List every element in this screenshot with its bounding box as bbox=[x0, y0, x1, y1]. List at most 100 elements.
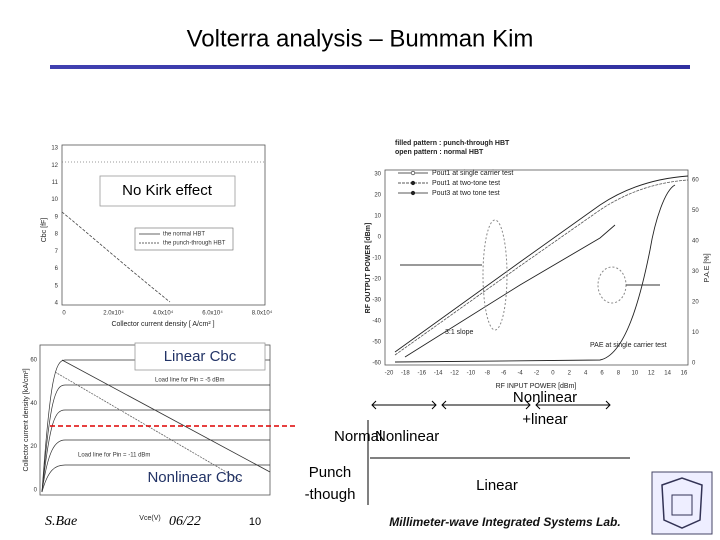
load-line bbox=[61, 359, 271, 473]
tick-label: -20 bbox=[372, 277, 381, 283]
curve bbox=[41, 384, 270, 493]
axis-box bbox=[61, 144, 266, 306]
curve bbox=[41, 359, 270, 493]
tick-label: 30 bbox=[374, 172, 381, 178]
tick-label: 12 bbox=[648, 371, 655, 377]
legend-text: Pout1 at two-tone test bbox=[432, 180, 500, 187]
tick-label: 16 bbox=[681, 371, 688, 377]
tick-label: 4 bbox=[584, 371, 588, 377]
region-label: Nonlinear bbox=[513, 389, 577, 406]
tick-label: 8.0x10⁴ bbox=[252, 310, 273, 317]
legend-marker bbox=[410, 170, 416, 176]
callout-box bbox=[134, 342, 266, 371]
tick-label: -2 bbox=[534, 371, 540, 377]
tick-label: 10 bbox=[631, 371, 638, 377]
legend-text: Pout3 at two tone test bbox=[432, 190, 500, 197]
tick-label: 40 bbox=[692, 239, 699, 245]
axis-box bbox=[384, 169, 689, 366]
curve bbox=[41, 464, 270, 493]
tick-label: 10 bbox=[51, 197, 58, 203]
callout: Linear Cbc bbox=[164, 348, 237, 365]
tick-label: 20 bbox=[692, 300, 699, 306]
region-label: Nonlinear bbox=[375, 428, 439, 445]
tick-label: 11 bbox=[52, 180, 59, 186]
region-arrows bbox=[367, 400, 630, 505]
tick-label: 20 bbox=[30, 444, 37, 450]
slide-title: Volterra analysis – Bumman Kim bbox=[187, 25, 534, 52]
tick-label: -10 bbox=[467, 371, 476, 377]
curve bbox=[41, 409, 270, 493]
tick-label: -30 bbox=[372, 298, 381, 304]
tick-label: 4 bbox=[55, 301, 59, 307]
region-label: Punch bbox=[309, 464, 352, 481]
tick-label: 30 bbox=[692, 269, 699, 275]
tick-label: 10 bbox=[374, 214, 381, 220]
annotation: PAE at single carrier test bbox=[590, 342, 667, 349]
tick-label: 6 bbox=[55, 266, 59, 272]
legend-box bbox=[134, 227, 234, 251]
tick-label: 10 bbox=[249, 516, 261, 528]
curve bbox=[404, 224, 616, 358]
tick-label: 14 bbox=[664, 371, 671, 377]
tick-label: 2.0x10⁴ bbox=[103, 310, 124, 317]
axis-label: Collector current density [ A/cm² ] bbox=[111, 321, 214, 328]
header: open pattern : normal HBT bbox=[395, 149, 484, 156]
footer-author: S.Bae bbox=[45, 514, 77, 529]
tick-label: 0 bbox=[692, 361, 696, 367]
tick-label: -12 bbox=[450, 371, 459, 377]
highlight bbox=[482, 219, 508, 331]
tick-label: 2 bbox=[568, 371, 572, 377]
tick-label: -18 bbox=[401, 371, 410, 377]
tick-label: 12 bbox=[51, 163, 58, 169]
axis-label: P.A.E [%] bbox=[704, 253, 711, 282]
tick-label: 4.0x10⁴ bbox=[153, 310, 174, 317]
tick-label: -4 bbox=[517, 371, 523, 377]
tick-label: -50 bbox=[372, 340, 381, 346]
tick-label: 0 bbox=[551, 371, 555, 377]
callout: No Kirk effect bbox=[122, 182, 213, 199]
tick-label: 8 bbox=[617, 371, 621, 377]
callout: Nonlinear Cbc bbox=[147, 469, 243, 486]
annotation: 3:1 slope bbox=[445, 329, 474, 336]
tick-label: 20 bbox=[374, 193, 381, 199]
tick-label: 7 bbox=[55, 249, 59, 255]
callout-box bbox=[99, 175, 236, 207]
region-label: +linear bbox=[522, 411, 567, 428]
axis-label: RF INPUT POWER [dBm] bbox=[496, 383, 577, 390]
tick-label: 50 bbox=[692, 208, 699, 214]
tick-label: -14 bbox=[434, 371, 443, 377]
cbc-plot: the normal HBT the punch-through HBT Cbc… bbox=[41, 144, 266, 328]
curve bbox=[41, 439, 270, 493]
header: filled pattern : punch-through HBT bbox=[395, 140, 510, 147]
legend-text: the normal HBT bbox=[163, 232, 205, 238]
region-label: Linear bbox=[476, 477, 518, 494]
tick-label: -6 bbox=[501, 371, 507, 377]
tick-label: -16 bbox=[417, 371, 426, 377]
tick-label: 9 bbox=[55, 214, 59, 220]
tick-label: 6 bbox=[600, 371, 604, 377]
load-line bbox=[54, 371, 241, 481]
highlight bbox=[597, 266, 627, 304]
power-plot: filled pattern : punch-through HBT open … bbox=[365, 140, 711, 390]
region-label: Normal bbox=[334, 428, 382, 445]
annotation: Load line for Pin = -5 dBm bbox=[155, 378, 225, 384]
tick-label: -20 bbox=[385, 371, 394, 377]
tick-label: -10 bbox=[372, 256, 381, 262]
curve bbox=[394, 175, 689, 353]
axis-label: RF OUTPUT POWER [dBm] bbox=[365, 223, 372, 314]
tick-label: 0 bbox=[62, 311, 66, 317]
tick-label: 60 bbox=[692, 178, 699, 184]
axis-label: Cbc [fF] bbox=[41, 218, 48, 243]
tick-label: 8 bbox=[55, 232, 59, 238]
region-label: -though bbox=[305, 486, 356, 503]
footer-page: 06/22 bbox=[169, 514, 201, 529]
legend-marker bbox=[410, 180, 416, 186]
title-rule bbox=[50, 65, 690, 69]
tick-label: 40 bbox=[30, 401, 37, 407]
axis-label: Collector current density [kA/cm²] bbox=[23, 368, 30, 471]
tick-label: -8 bbox=[485, 371, 491, 377]
tick-label: 0 bbox=[378, 235, 382, 241]
iv-plot: Load line for Pin = -5 dBm Load line for… bbox=[23, 342, 271, 528]
